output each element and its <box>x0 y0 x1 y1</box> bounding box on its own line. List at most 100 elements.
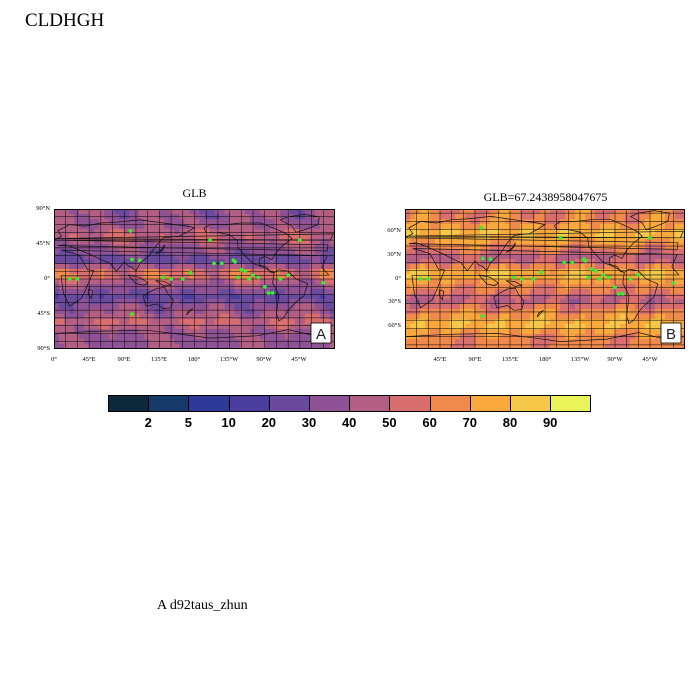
colorbar-label: 20 <box>261 415 277 430</box>
station-marker <box>479 226 484 230</box>
station-marker <box>138 258 142 263</box>
lon-tick-label: 135°E <box>150 356 168 363</box>
lon-tick-label: 0° <box>51 356 57 363</box>
station-marker <box>208 238 213 242</box>
lon-tick-label: 180° <box>187 356 201 363</box>
station-marker <box>636 273 641 277</box>
colorbar-segment <box>108 395 150 412</box>
station-marker <box>519 277 524 281</box>
colorbar-label: 10 <box>221 415 236 430</box>
station-marker <box>628 277 633 281</box>
station-marker <box>236 275 241 280</box>
coastline-map <box>405 210 685 342</box>
station-marker <box>426 277 431 281</box>
station-marker <box>219 261 224 266</box>
colorbar-label: 30 <box>301 415 317 430</box>
station-marker <box>233 260 238 264</box>
station-marker <box>593 268 598 273</box>
colorbar-segment <box>550 395 592 412</box>
lat-tick-label: 30°S <box>388 298 401 305</box>
colorbar-segment <box>429 395 471 412</box>
panel-letter: A <box>316 326 326 343</box>
station-marker <box>562 260 567 265</box>
station-marker <box>488 257 493 262</box>
station-marker <box>586 275 591 280</box>
station-markers <box>67 228 326 316</box>
colorbar-label: 80 <box>502 415 518 430</box>
colorbar-label: 5 <box>184 415 193 430</box>
panel-b-map: B <box>405 209 685 349</box>
lat-tick-label: 90°S <box>37 345 50 352</box>
lon-tick-label: 90°E <box>117 356 131 363</box>
station-marker <box>480 256 485 261</box>
lat-tick-label: 0° <box>395 275 401 282</box>
panel-a-title: GLB <box>182 186 207 200</box>
station-marker <box>601 273 606 277</box>
colorbar-label: 2 <box>144 415 152 430</box>
map-frame <box>54 209 335 349</box>
colorbar-segment <box>349 395 391 412</box>
station-marker <box>531 277 536 281</box>
lat-tick-label: 0° <box>44 275 50 282</box>
station-marker <box>128 228 133 233</box>
lat-tick-label: 60°S <box>388 322 401 329</box>
station-marker <box>67 277 72 281</box>
station-marker <box>558 235 563 240</box>
station-marker <box>262 284 267 289</box>
panel-letter-box: B <box>660 322 682 344</box>
panel-a-map: A <box>54 209 335 349</box>
station-marker <box>188 270 193 275</box>
station-marker <box>480 314 485 318</box>
panel-letter-box: A <box>310 322 332 344</box>
lon-tick-label: 135°E <box>501 356 519 363</box>
station-marker <box>251 273 255 277</box>
colorbar-label: 70 <box>462 415 478 430</box>
colorbar-label: 60 <box>422 415 437 430</box>
lon-tick-label: 90°W <box>256 356 272 363</box>
colorbar-label: 50 <box>382 415 397 430</box>
colorbar-segment <box>389 395 431 412</box>
map-frame <box>405 209 685 349</box>
lat-tick-label: 90°N <box>36 205 50 212</box>
station-marker <box>180 277 185 281</box>
caption: A d92taus_zhun <box>157 598 248 613</box>
station-marker <box>286 273 291 277</box>
lon-tick-label: 45°E <box>433 356 447 363</box>
station-marker <box>512 275 516 280</box>
station-marker <box>418 277 423 281</box>
colorbar-segment <box>268 395 310 412</box>
panel-b-title: GLB=67.2438958047675 <box>483 190 608 204</box>
colorbar-segment <box>510 395 552 412</box>
station-marker <box>648 235 652 240</box>
station-marker <box>539 270 543 275</box>
station-marker <box>298 238 302 242</box>
station-marker <box>620 291 625 296</box>
lat-tick-label: 30°N <box>387 251 401 258</box>
coastline-map <box>54 214 335 339</box>
station-marker <box>321 281 326 285</box>
station-marker <box>130 257 134 262</box>
station-marker <box>671 281 676 285</box>
lat-tick-label: 45°N <box>36 240 50 247</box>
station-marker <box>278 277 283 281</box>
colorbar-label: 90 <box>542 415 558 430</box>
lon-tick-label: 180° <box>538 356 552 363</box>
colorbar-segment <box>148 395 190 412</box>
colorbar-segment <box>469 395 511 412</box>
station-marker <box>243 269 248 274</box>
colorbar-segment <box>309 395 351 412</box>
station-marker <box>161 275 166 280</box>
station-marker <box>270 291 275 295</box>
station-marker <box>169 277 173 281</box>
panel-letter: B <box>666 326 676 343</box>
station-marker <box>75 277 80 281</box>
station-marker <box>256 275 261 280</box>
lon-tick-label: 45°E <box>82 356 96 363</box>
station-marker <box>613 285 617 290</box>
station-marker <box>212 261 216 266</box>
station-marker <box>617 291 621 296</box>
station-marker <box>130 312 134 316</box>
lon-tick-label: 90°E <box>468 356 482 363</box>
station-marker <box>266 291 271 295</box>
lon-tick-label: 45°W <box>291 356 307 363</box>
